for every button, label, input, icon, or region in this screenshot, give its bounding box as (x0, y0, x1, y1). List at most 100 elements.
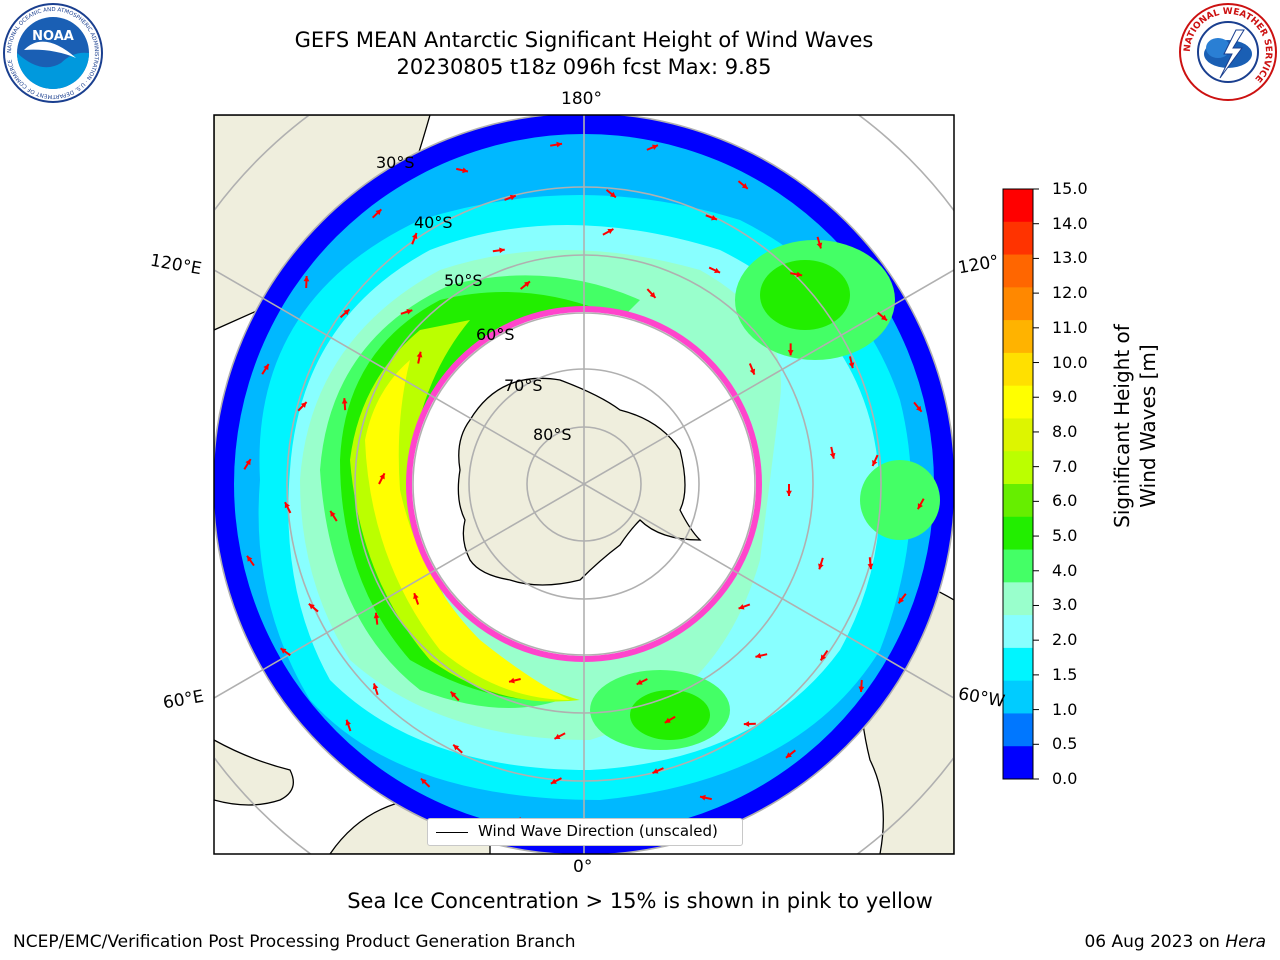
colorbar-tick-label: 1.5 (1052, 664, 1078, 684)
colorbar-swatch (1003, 484, 1033, 518)
wind-arrow-head (284, 502, 290, 509)
colorbar-swatch (1003, 287, 1033, 321)
wind-arrow-head (462, 167, 468, 174)
chart-title: GEFS MEAN Antarctic Significant Height o… (294, 28, 874, 52)
footer-date: 06 Aug 2023 on Hera (1084, 932, 1266, 952)
wind-arrow-head (524, 281, 530, 288)
map-frame (213, 114, 955, 855)
colorbar-tick-label: 15.0 (1052, 179, 1088, 198)
legend-label: Wind Wave Direction (unscaled) (478, 822, 718, 840)
wind-arrow-head (345, 719, 351, 726)
colorbar-swatch (1003, 352, 1033, 387)
wind-arrow-head (636, 679, 643, 685)
legend-line-icon (436, 832, 468, 833)
wind-arrow-head (341, 398, 348, 404)
footer-system: Hera (1225, 932, 1266, 952)
colorbar-title: Significant Height of Wind Waves [m] (1110, 324, 1160, 528)
wind-arrow-head (508, 677, 515, 684)
colorbar-swatch (1003, 320, 1033, 354)
wind-arrows (243, 141, 925, 827)
wind-arrow-head (749, 368, 756, 375)
wind-arrow-head (785, 752, 792, 758)
lat-label-50s: 50°S (444, 271, 483, 290)
lat-label-40s: 40°S (414, 213, 453, 232)
colorbar-tick-label: 7.0 (1052, 456, 1078, 476)
wind-arrow-head (652, 768, 659, 774)
wind-arrow-head (917, 503, 923, 510)
graticule (214, 115, 954, 854)
colorbar-tick-label: 3.0 (1052, 595, 1078, 615)
nws-logo: NATIONAL WEATHER SERVICE (1179, 3, 1277, 101)
lon-label-top: 180° (561, 89, 602, 109)
wind-arrow-head (413, 593, 419, 600)
wind-arrow-head (829, 452, 836, 459)
colorbar-tick-label: 4.0 (1052, 560, 1078, 580)
wind-arrow-head (607, 228, 614, 235)
wind-arrow-head (280, 648, 287, 654)
wind-arrow-head (738, 604, 745, 610)
noaa-logo: NOAA NATIONAL OCEANIC AND ATMOSPHERIC AD… (3, 3, 103, 103)
colorbar-swatch (1003, 418, 1033, 452)
wind-arrow-head (787, 350, 794, 356)
colorbar-swatch (1003, 647, 1033, 682)
colorbar-swatch (1003, 680, 1033, 714)
wind-arrow-head (554, 733, 561, 739)
colorbar-tick-label: 11.0 (1052, 317, 1088, 337)
colorbar-tick-label: 10.0 (1052, 352, 1088, 372)
wind-arrow-head (303, 276, 310, 282)
wind-arrow-head (247, 555, 253, 562)
wind-arrow-head (649, 292, 656, 298)
wind-arrow-head (379, 473, 385, 480)
wind-arrow-head (416, 351, 423, 358)
wind-arrow-head (816, 242, 823, 249)
colorbar (1002, 188, 1039, 780)
wind-arrow-head (499, 247, 505, 254)
wind-arrow-head (711, 214, 717, 221)
wind-arrow-head (556, 141, 563, 148)
wind-arrow-head (714, 267, 721, 274)
wind-arrow-head (411, 233, 418, 239)
colorbar-tick-label: 9.0 (1052, 387, 1078, 407)
colorbar-tick-label: 8.0 (1052, 421, 1078, 441)
wind-arrow-head (755, 652, 762, 659)
colorbar-swatch (1003, 254, 1033, 288)
wind-arrow-head (848, 362, 855, 369)
wind-arrow-head (743, 721, 750, 727)
wind-arrow-head (373, 612, 380, 619)
wind-arrow-head (375, 209, 382, 216)
wind-arrow-head (609, 191, 616, 198)
wind-arrow-head (453, 744, 460, 751)
lat-label-70s: 70°S (504, 376, 543, 395)
wind-arrow-head (881, 314, 887, 321)
wind-arrow-head (550, 778, 557, 784)
wind-arrow-head (308, 603, 315, 610)
wind-arrow-head (898, 597, 905, 604)
wind-arrow-head (741, 183, 748, 189)
footer-branch: NCEP/EMC/Verification Post Processing Pr… (13, 932, 576, 952)
lat-label-80s: 80°S (533, 425, 572, 444)
wind-arrow-head (820, 654, 827, 661)
lat-label-30s: 30°S (376, 153, 415, 172)
colorbar-tick-label: 0.0 (1052, 769, 1078, 788)
wind-arrow-head (867, 563, 874, 570)
colorbar-tick-label: 14.0 (1052, 213, 1088, 233)
wind-arrow-head (700, 794, 706, 801)
colorbar-tick-label: 2.0 (1052, 630, 1078, 650)
colorbar-swatch (1003, 189, 1033, 223)
wind-arrow-head (818, 563, 824, 570)
colorbar-swatch (1003, 746, 1033, 780)
colorbar-swatch (1003, 385, 1033, 419)
colorbar-swatch (1003, 516, 1033, 551)
colorbar-tick-label: 1.0 (1052, 699, 1078, 719)
wind-arrow-head (450, 691, 457, 698)
map-legend: Wind Wave Direction (unscaled) (427, 818, 743, 846)
wind-arrow-head (872, 460, 878, 467)
wind-arrow-head (916, 405, 922, 412)
wind-arrow-head (343, 309, 350, 316)
sea-ice-caption: Sea Ice Concentration > 15% is shown in … (347, 889, 933, 913)
wind-arrow-head (406, 309, 413, 315)
colorbar-tick-label: 5.0 (1052, 526, 1078, 546)
colorbar-tick-label: 6.0 (1052, 491, 1078, 511)
lon-label-bottom: 0° (573, 857, 593, 877)
noaa-logo-text: NOAA (32, 29, 74, 44)
